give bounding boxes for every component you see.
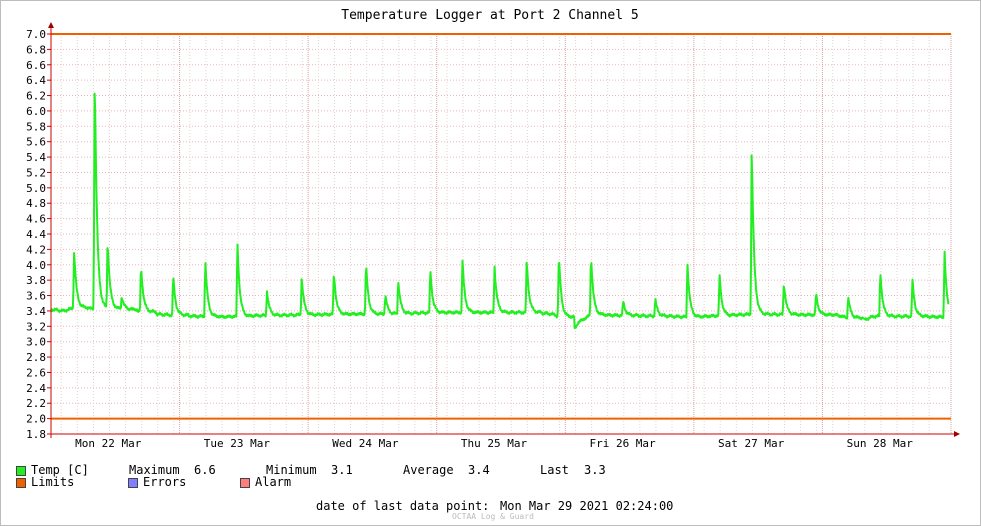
- y-tick-label: 4.2: [26, 243, 46, 256]
- y-tick-label: 4.8: [26, 197, 46, 210]
- x-tick-label: Fri 26 Mar: [589, 437, 656, 450]
- y-tick-label: 2.8: [26, 351, 46, 364]
- legend-swatch-errors: [128, 478, 138, 488]
- y-axis-arrow: [48, 22, 54, 28]
- last-data-point-label: date of last data point:: [316, 499, 490, 513]
- y-tick-label: 2.6: [26, 366, 46, 379]
- y-tick-label: 2.4: [26, 382, 46, 395]
- y-tick-label: 5.0: [26, 182, 46, 195]
- legend-swatch-alarm: [240, 478, 250, 488]
- y-tick-label: 3.0: [26, 336, 46, 349]
- temp-series-line: [50, 92, 950, 330]
- y-tick-label: 6.6: [26, 59, 46, 72]
- legend-swatch-limits: [16, 478, 26, 488]
- x-tick-label: Sun 28 Mar: [847, 437, 914, 450]
- stat-minimum-label: Minimum: [266, 463, 317, 477]
- stat-minimum-value: 3.1: [331, 463, 353, 477]
- x-tick-label: Thu 25 Mar: [461, 437, 528, 450]
- stat-average-value: 3.4: [468, 463, 490, 477]
- y-tick-label: 5.6: [26, 136, 46, 149]
- last-data-point-value: Mon Mar 29 2021 02:24:00: [500, 499, 674, 513]
- y-tick-label: 5.2: [26, 166, 46, 179]
- legend-label-alarm: Alarm: [255, 475, 292, 489]
- legend-label-errors: Errors: [143, 475, 187, 489]
- legend-swatch-temp: [16, 466, 26, 476]
- y-tick-label: 2.0: [26, 413, 46, 426]
- stat-last-value: 3.3: [584, 463, 606, 477]
- legend-label-temp: Temp [C]: [31, 463, 89, 477]
- legend-label-limits: Limits: [31, 475, 75, 489]
- y-tick-label: 1.8: [26, 428, 46, 441]
- x-tick-label: Wed 24 Mar: [332, 437, 399, 450]
- y-tick-label: 6.4: [26, 74, 46, 87]
- stat-last-label: Last: [540, 463, 569, 477]
- y-tick-label: 4.6: [26, 213, 46, 226]
- y-tick-label: 2.2: [26, 397, 46, 410]
- y-tick-label: 4.0: [26, 259, 46, 272]
- x-tick-label: Tue 23 Mar: [204, 437, 271, 450]
- stat-average-label: Average: [403, 463, 454, 477]
- x-tick-label: Mon 22 Mar: [75, 437, 142, 450]
- y-tick-label: 6.8: [26, 43, 46, 56]
- y-tick-label: 3.6: [26, 290, 46, 303]
- y-tick-label: 3.2: [26, 320, 46, 333]
- y-tick-label: 5.4: [26, 151, 46, 164]
- x-tick-labels: Mon 22 Mar Tue 23 Mar Wed 24 Mar Thu 25 Mar…: [75, 437, 913, 450]
- x-tick-label: Sat 27 Mar: [718, 437, 785, 450]
- y-tick-label: 7.0: [26, 28, 46, 41]
- y-tick-label: 6.0: [26, 105, 46, 118]
- chart-title: Temperature Logger at Port 2 Channel 5: [341, 8, 638, 23]
- y-tick-label: 3.8: [26, 274, 46, 287]
- stat-maximum-value: 6.6: [194, 463, 216, 477]
- x-axis-arrow: [954, 431, 960, 437]
- y-tick-label: 4.4: [26, 228, 46, 241]
- y-tick-label: 3.4: [26, 305, 46, 318]
- limit-lines: [51, 33, 951, 420]
- y-tick-label: 6.2: [26, 90, 46, 103]
- y-tick-label: 5.8: [26, 120, 46, 133]
- y-tick-labels: 1.8 2.0 2.2 2.4 2.6 2.8 3.0 3.2 3.4 3.6 3.8 4.0 4.2 4…: [26, 28, 46, 441]
- axes: [47, 22, 960, 438]
- watermark: OCTAA Log & Guard: [452, 512, 534, 521]
- stat-maximum-label: Maximum: [129, 463, 180, 477]
- grid: [47, 33, 952, 435]
